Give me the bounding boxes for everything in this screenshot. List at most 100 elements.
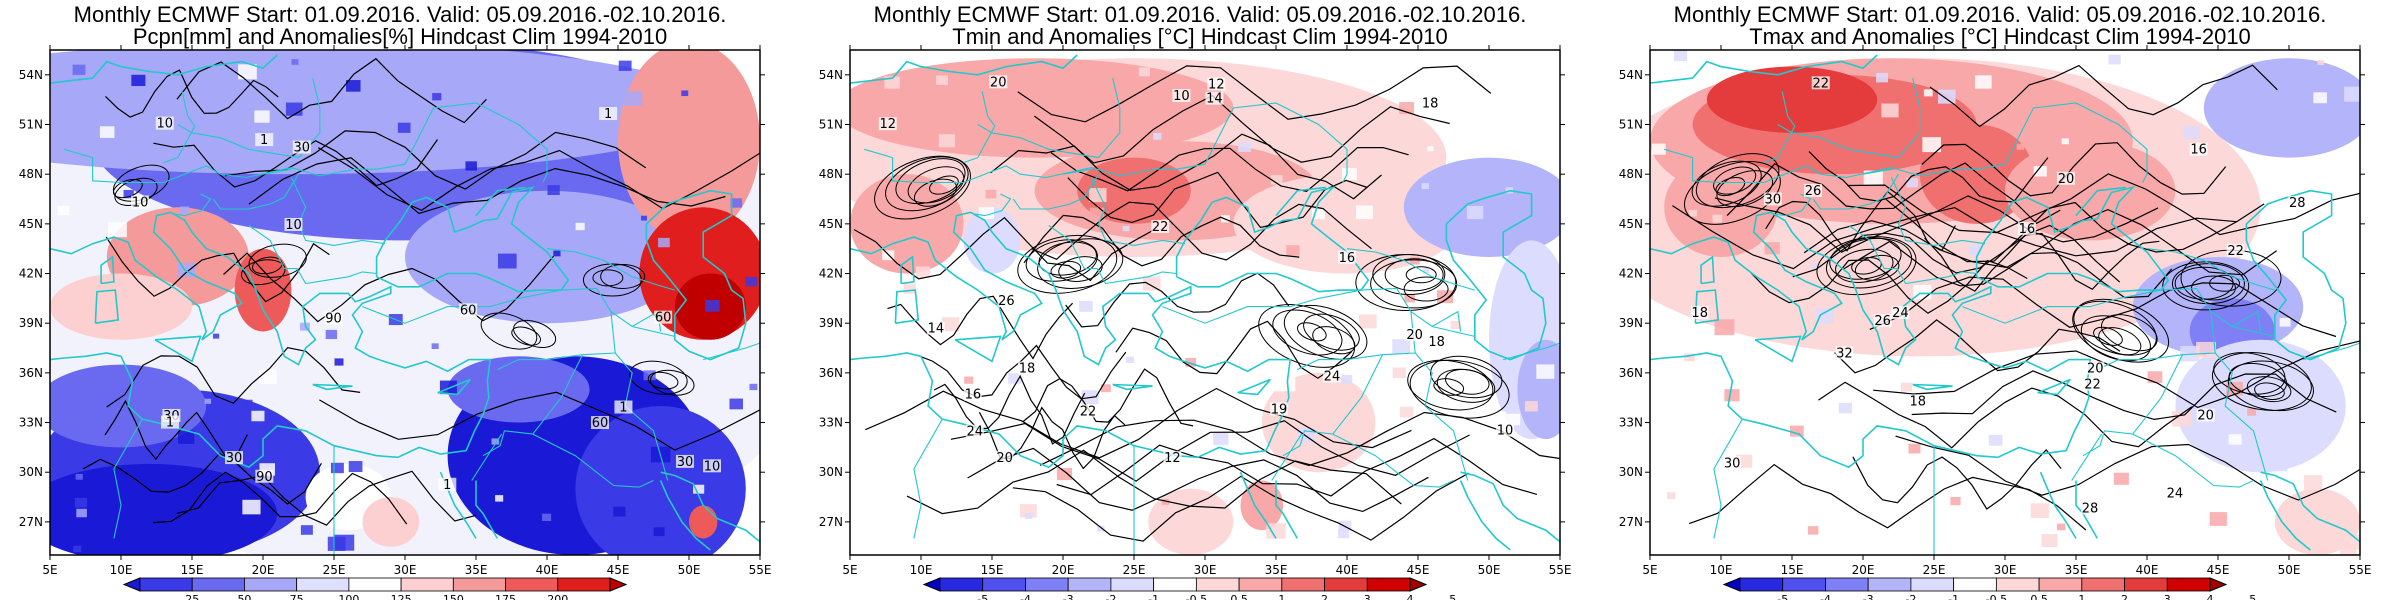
anomaly-cell xyxy=(964,376,974,384)
contour-line xyxy=(1835,248,1894,283)
anomaly-shading xyxy=(2203,58,2360,158)
anomaly-cell xyxy=(1392,339,1411,354)
anomaly-cell xyxy=(2183,126,2200,140)
contour-line xyxy=(176,470,477,526)
lon-label: 30E xyxy=(394,563,417,577)
anomaly-cell xyxy=(2344,86,2360,102)
anomaly-cell xyxy=(99,126,115,138)
contour-line xyxy=(105,69,279,118)
anomaly-cell xyxy=(653,527,665,537)
colorbar-box xyxy=(2081,577,2125,592)
anomaly-shading xyxy=(1148,488,1234,555)
lon-label: 5E xyxy=(42,563,57,577)
contour-line xyxy=(1065,272,1290,328)
anomaly-cell xyxy=(1270,175,1283,185)
coastlines xyxy=(1650,54,2360,555)
country-border xyxy=(2303,342,2360,361)
anomaly-cell xyxy=(2196,341,2216,358)
anomaly-cell xyxy=(291,59,299,65)
colorbar-tick-label: -2 xyxy=(1105,593,1116,600)
anomaly-cell xyxy=(1789,543,1807,555)
anomaly-shading xyxy=(362,497,420,547)
contour-label: 90 xyxy=(256,470,273,485)
anomaly-cell xyxy=(1450,320,1461,330)
coastline xyxy=(2260,471,2360,543)
coastline xyxy=(954,335,1002,363)
country-border xyxy=(471,433,503,481)
anomaly-cell xyxy=(258,369,277,384)
contour-line xyxy=(2211,352,2312,411)
anomaly-cell xyxy=(884,76,900,89)
contour-line xyxy=(1115,320,1352,379)
anomaly-cell xyxy=(2027,527,2041,538)
colorbar-tick-label: 25 xyxy=(185,593,199,600)
anomaly-cell xyxy=(1950,497,1961,506)
anomaly-cell xyxy=(1341,374,1353,384)
country-border xyxy=(614,352,669,481)
anomaly-cell xyxy=(77,80,90,90)
coastline xyxy=(2039,471,2077,539)
panel-title-line2: Tmax and Anomalies [°C] Hindcast Clim 19… xyxy=(1749,24,2251,49)
anomaly-cell xyxy=(2016,143,2025,150)
colorbar-box xyxy=(1110,577,1155,592)
anomaly-cell xyxy=(1447,416,1464,430)
contour-line xyxy=(895,158,966,205)
contour-line xyxy=(1067,171,1368,229)
country-border xyxy=(1332,433,1454,488)
contour-line xyxy=(2101,314,2158,352)
map-tmax: 1618202224262830161820222426283032202254… xyxy=(1619,45,2371,600)
coastline xyxy=(2259,480,2311,551)
anomaly-cell xyxy=(2108,54,2121,65)
country-border xyxy=(64,102,548,184)
anomaly-cell xyxy=(1714,319,1735,336)
anomaly-cell xyxy=(1338,529,1350,539)
anomaly-shading xyxy=(234,248,292,332)
anomaly-cell xyxy=(549,113,562,123)
contour-line xyxy=(907,166,965,204)
anomaly-cell xyxy=(2339,543,2357,555)
anomaly-cell xyxy=(1142,276,1161,291)
anomaly-cell xyxy=(71,112,80,120)
colorbar-tick-label: 50 xyxy=(237,593,251,600)
lat-label: 27N xyxy=(1619,515,1643,529)
anomaly-cell xyxy=(1466,206,1484,220)
contour-line xyxy=(83,452,322,505)
anomaly-cell xyxy=(1974,75,1992,89)
colorbar: 25 50 75 100 125 150 175 200 xyxy=(122,577,628,600)
lat-label: 39N xyxy=(1619,316,1643,330)
anomaly-cell xyxy=(1764,242,1780,255)
anomaly-cell xyxy=(992,523,1003,532)
colorbar-tick-label: -3 xyxy=(1863,593,1874,600)
anomaly-cell xyxy=(1097,525,1105,532)
anomaly-cell xyxy=(497,253,517,269)
anomaly-cell xyxy=(251,410,265,422)
panel-title-line2: Pcpn[mm] and Anomalies[%] Hindcast Clim … xyxy=(132,24,668,49)
colorbar-tick-label: 2 xyxy=(2121,593,2128,600)
lon-label: 20E xyxy=(1852,563,1875,577)
panel-title-line1: Monthly ECMWF Start: 01.09.2016. Valid: … xyxy=(1673,2,2327,27)
contour-label: 22 xyxy=(2227,244,2244,259)
coastline xyxy=(375,186,570,293)
anomaly-cell xyxy=(397,122,411,133)
contour-label: 10 xyxy=(704,459,721,474)
anomaly-cell xyxy=(1536,364,1555,379)
coastline xyxy=(1239,471,1277,539)
anomaly-shading xyxy=(50,50,718,175)
anomaly-cell xyxy=(1136,476,1150,488)
lat-label: 36N xyxy=(1619,366,1643,380)
anomaly-cell xyxy=(936,75,948,85)
map-tmin: 1210121416181920222426101214161820222418… xyxy=(819,45,1571,600)
colorbar-box xyxy=(1153,577,1197,592)
contour-line xyxy=(1808,151,2049,203)
country-border xyxy=(632,325,675,337)
lon-label: 50E xyxy=(678,563,701,577)
anomaly-cell xyxy=(1712,214,1723,223)
lat-label: 39N xyxy=(19,316,43,330)
contour-line xyxy=(1825,237,1913,289)
anomaly-cell xyxy=(1056,468,1072,481)
anomaly-cell xyxy=(2163,513,2177,524)
contour-label: 16 xyxy=(965,388,982,403)
country-border xyxy=(1777,77,1921,159)
contour-line xyxy=(1842,240,2173,299)
